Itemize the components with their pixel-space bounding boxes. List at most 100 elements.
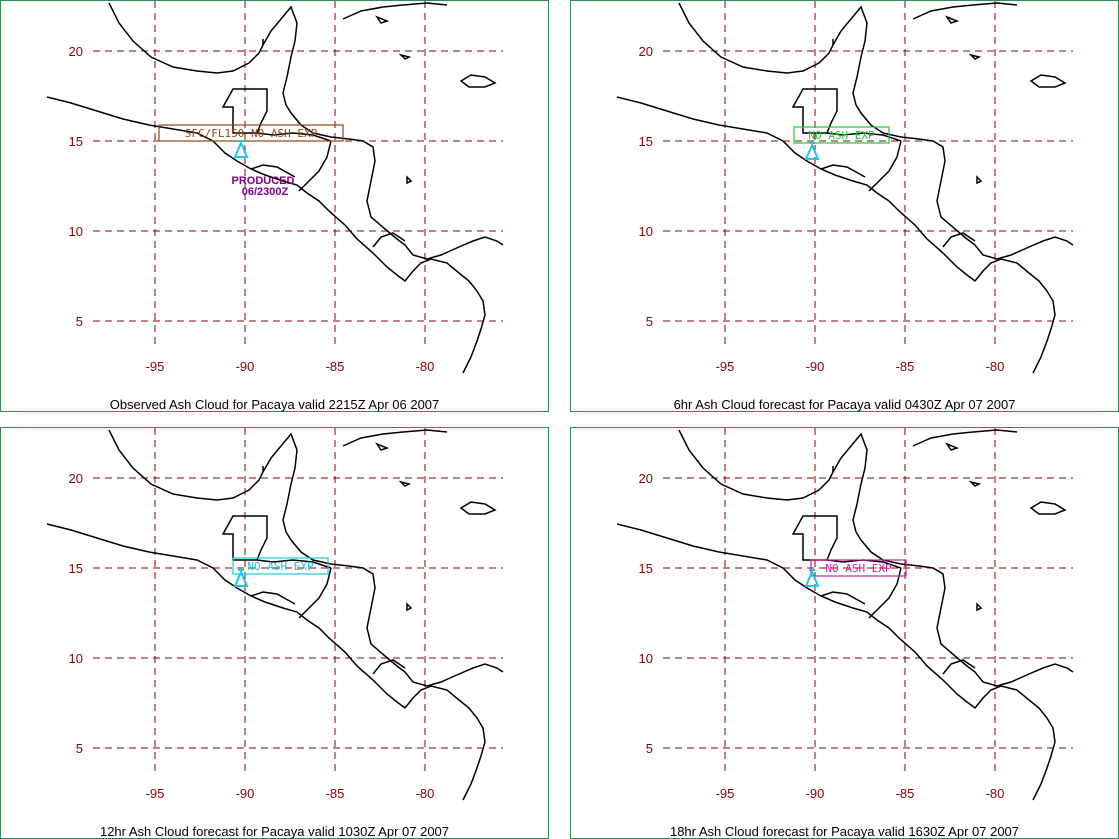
coastline-cuba (912, 429, 1018, 447)
coastline-jamaica (1029, 501, 1067, 515)
coastline-pacificCoast (616, 96, 1056, 374)
caption-6hr: 6hr Ash Cloud forecast for Pacaya valid … (673, 397, 1016, 412)
coastline-cuba (342, 2, 448, 20)
coastline-elSalvadorBorder (820, 164, 866, 178)
lat-tick-label: 5 (76, 741, 83, 756)
ash-label-text: SFC/FL150 NO ASH EXP (185, 127, 318, 140)
coastline-jamaica (459, 501, 497, 515)
coastline-isle3 (406, 175, 413, 185)
coastline-isle2 (398, 53, 412, 60)
caption-18hr: 18hr Ash Cloud forecast for Pacaya valid… (669, 824, 1020, 839)
volcano-icon (804, 142, 820, 160)
coastline-yucatan (832, 432, 868, 533)
ash-label-text: NO ASH EXP (808, 129, 875, 142)
coastline-isle1 (945, 15, 960, 24)
coastline-caribCoast (855, 104, 1074, 260)
coastline-cuba (342, 429, 448, 447)
coastline-isle2 (968, 480, 982, 487)
coastline-mexicoGulf (108, 429, 264, 501)
coastline-costaRicaBorder (372, 232, 406, 248)
panel-observed: -95 -90 -85 -80 20 15 10 5 SFC/FL150 NO ASH EXP P… (0, 0, 549, 412)
coastline-isle1 (945, 442, 960, 451)
lon-tick-label: -90 (236, 359, 255, 374)
lon-tick-label: -95 (716, 359, 735, 374)
coastline-pacificCoast (616, 523, 1056, 801)
coastline-isle3 (976, 175, 983, 185)
coastline-costaRicaBorder (372, 659, 406, 675)
lon-tick-label: -85 (896, 359, 915, 374)
coastline-jamaica (459, 74, 497, 88)
coastline-yucatan (262, 432, 298, 533)
coastline-isle3 (976, 602, 983, 612)
volcano-icon (233, 140, 249, 158)
produced-label: PRODUCED (232, 175, 295, 187)
coastline-cuba (912, 2, 1018, 20)
coastline-mexicoGulf (678, 2, 834, 74)
map-18hr: -95 -90 -85 -80 20 15 10 5 NO ASH EXP (616, 428, 1074, 801)
coastline-caribCoast (285, 531, 504, 687)
coastline-isle3 (406, 602, 413, 612)
coastline-elSalvadorBorder (250, 164, 296, 178)
lon-tick-label: -85 (326, 786, 345, 801)
lon-tick-label: -95 (146, 786, 165, 801)
coastline-isle1 (375, 442, 390, 451)
lon-tick-label: -90 (806, 786, 825, 801)
panel-12hr: -95 -90 -85 -80 20 15 10 5 NO ASH EXP 12hr Ash C… (0, 427, 549, 839)
lat-tick-label: 5 (646, 314, 653, 329)
lon-tick-label: -85 (896, 786, 915, 801)
coastline-yucatan (832, 5, 868, 106)
coastline-nicaraguaBorder (868, 140, 902, 192)
ash-label-box (793, 126, 890, 144)
volcano-icon (804, 569, 820, 587)
coastline-isle2 (968, 53, 982, 60)
coastline-mexicoGulf (678, 429, 834, 501)
caption-12hr: 12hr Ash Cloud forecast for Pacaya valid… (99, 824, 450, 839)
volcano-icon (233, 569, 249, 587)
coastline-hondurasBorder (256, 132, 332, 142)
produced-time: 06/2300Z (242, 186, 289, 198)
lon-tick-label: -80 (416, 786, 435, 801)
ash-label-box (232, 557, 329, 575)
lon-tick-label: -80 (416, 359, 435, 374)
coastline-caribCoast (285, 104, 504, 260)
caption-observed: Observed Ash Cloud for Pacaya valid 2215… (109, 397, 440, 412)
coastline-elSalvadorBorder (820, 591, 866, 605)
lat-tick-label: 10 (639, 224, 653, 239)
coastline-costaRicaBorder (942, 232, 976, 248)
coastline-mexicoGulf (108, 2, 264, 74)
panel-6hr: -95 -90 -85 -80 20 15 10 5 NO ASH EXP 6hr Ash Cl… (570, 0, 1119, 412)
lat-tick-label: 10 (69, 651, 83, 666)
panel-18hr: -95 -90 -85 -80 20 15 10 5 NO ASH EXP 18hr Ash C… (570, 427, 1119, 839)
lon-tick-label: -80 (986, 359, 1005, 374)
map-observed: -95 -90 -85 -80 20 15 10 5 SFC/FL150 NO ASH EXP P… (46, 1, 504, 374)
coastline-costaRicaBorder (942, 659, 976, 675)
lat-tick-label: 15 (69, 134, 83, 149)
lon-tick-label: -80 (986, 786, 1005, 801)
ash-label-box (810, 559, 907, 577)
lat-tick-label: 20 (69, 471, 83, 486)
lat-tick-label: 10 (639, 651, 653, 666)
coastline-caribCoast (855, 531, 1074, 687)
coastline-pacificCoast (46, 96, 486, 374)
lat-tick-label: 10 (69, 224, 83, 239)
coastline-nicaraguaBorder (868, 567, 902, 619)
lat-tick-label: 15 (639, 561, 653, 576)
coastline-isle1 (375, 15, 390, 24)
lat-tick-label: 20 (69, 44, 83, 59)
ash-label-text: NO ASH EXP (825, 562, 892, 575)
map-6hr: -95 -90 -85 -80 20 15 10 5 NO ASH EXP (616, 1, 1074, 374)
lon-tick-label: -90 (806, 359, 825, 374)
lon-tick-label: -90 (236, 786, 255, 801)
lon-tick-label: -95 (716, 786, 735, 801)
ash-label-text: NO ASH EXP (247, 560, 314, 573)
lat-tick-label: 15 (69, 561, 83, 576)
lat-tick-label: 5 (646, 741, 653, 756)
map-12hr: -95 -90 -85 -80 20 15 10 5 NO ASH EXP (46, 428, 504, 801)
coastline-elSalvadorBorder (250, 591, 296, 605)
coastline-nicaraguaBorder (298, 567, 332, 619)
coastline-isle2 (398, 480, 412, 487)
coastline-pacificCoast (46, 523, 486, 801)
lon-tick-label: -95 (146, 359, 165, 374)
coastline-yucatan (262, 5, 298, 106)
coastline-jamaica (1029, 74, 1067, 88)
